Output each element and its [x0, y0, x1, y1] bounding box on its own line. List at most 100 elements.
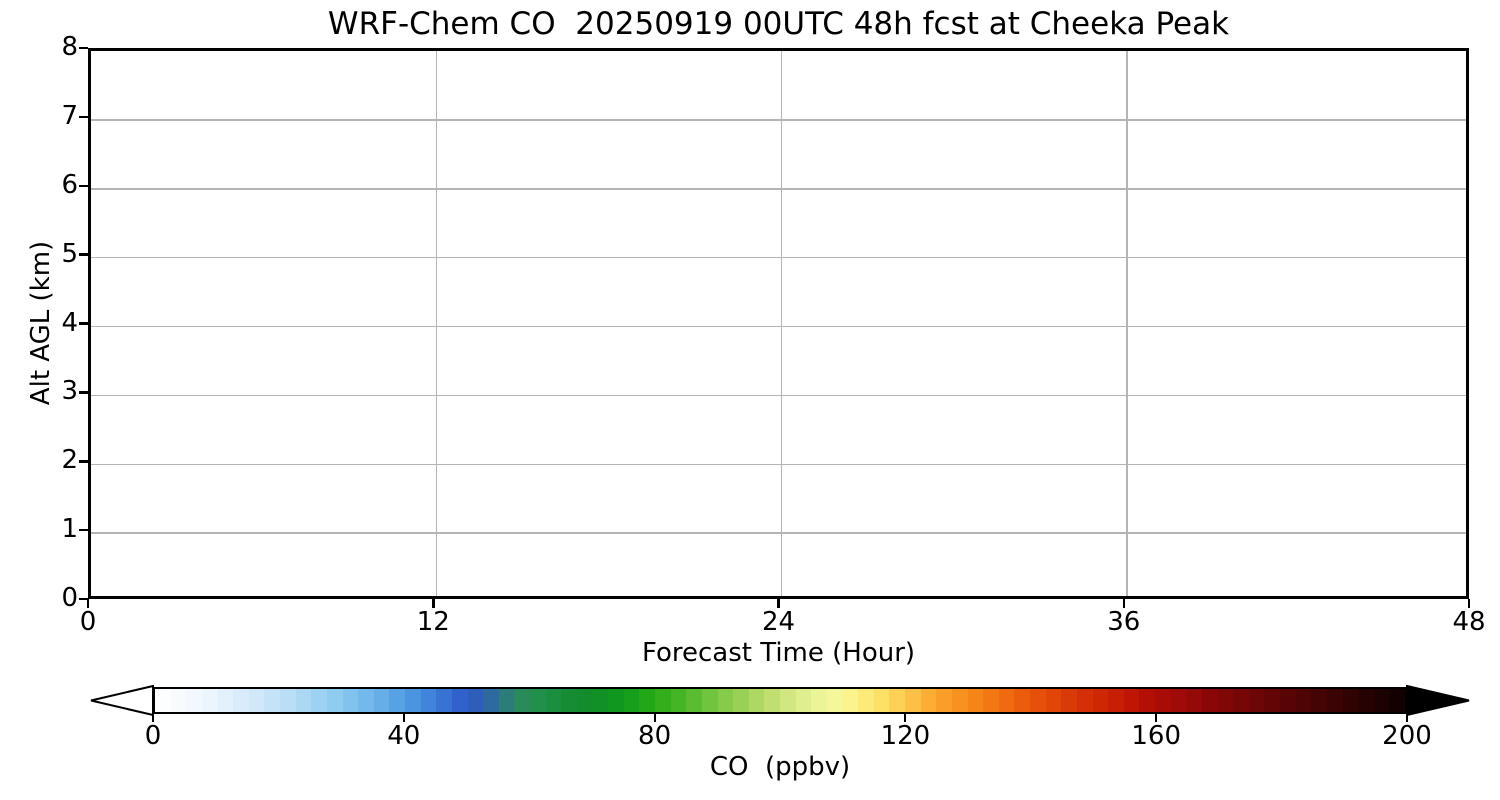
colorbar-step [608, 689, 624, 712]
colorbar-tick-mark [1155, 713, 1158, 722]
colorbar-step [858, 689, 874, 712]
colorbar-step [467, 689, 484, 712]
colorbar-step [233, 689, 249, 712]
x-tick-label: 12 [416, 607, 450, 637]
colorbar-step [342, 689, 359, 712]
colorbar-step [842, 689, 859, 712]
x-tick-mark [777, 599, 780, 608]
chart-title: WRF-Chem CO 20250919 00UTC 48h fcst at C… [327, 6, 1230, 42]
y-tick-mark [79, 253, 88, 256]
colorbar-step [1061, 689, 1077, 712]
colorbar-step [873, 689, 890, 712]
x-tick-mark [1122, 599, 1125, 608]
colorbar-step [1201, 689, 1218, 712]
x-tick-mark [432, 599, 435, 608]
gridline-horizontal [91, 119, 1466, 121]
colorbar-step [186, 689, 202, 712]
colorbar-step [1217, 689, 1234, 712]
plot-area [88, 48, 1469, 599]
colorbar-step [170, 689, 187, 712]
colorbar-step [748, 689, 765, 712]
x-axis-label: Forecast Time (Hour) [641, 638, 916, 668]
colorbar-step [373, 689, 390, 712]
x-tick-label: 0 [79, 607, 97, 637]
y-tick-mark [79, 322, 88, 325]
colorbar-step [967, 689, 984, 712]
colorbar-step [483, 689, 499, 712]
y-tick-label: 7 [61, 100, 78, 131]
colorbar-over-triangle [1406, 685, 1470, 716]
colorbar-step [576, 689, 593, 712]
colorbar-step [1170, 689, 1187, 712]
colorbar-step [1014, 689, 1030, 712]
colorbar-step [936, 689, 952, 712]
colorbar-label: CO (ppbv) [709, 752, 851, 782]
colorbar [153, 687, 1407, 714]
colorbar-tick-label: 0 [144, 721, 162, 751]
y-tick-label: 3 [61, 376, 78, 407]
colorbar-tick-label: 160 [1131, 721, 1181, 751]
colorbar-step [811, 689, 827, 712]
colorbar-step [530, 689, 546, 712]
colorbar-tick-mark [904, 713, 907, 722]
y-tick-mark [79, 460, 88, 463]
colorbar-tick-label: 120 [880, 721, 931, 751]
colorbar-step [405, 689, 421, 712]
colorbar-step [951, 689, 968, 712]
colorbar-step [670, 689, 687, 712]
colorbar-step [1280, 689, 1296, 712]
colorbar-step [1326, 689, 1343, 712]
colorbar-step [920, 689, 937, 712]
colorbar-under-arrow [90, 685, 154, 716]
y-tick-mark [79, 597, 88, 601]
x-tick-label: 24 [761, 607, 796, 637]
colorbar-step [326, 689, 343, 712]
colorbar-step [1139, 689, 1155, 712]
colorbar-step [1155, 689, 1171, 712]
gridline-horizontal [91, 463, 1466, 465]
colorbar-step [1186, 689, 1202, 712]
y-tick-label: 2 [61, 445, 78, 476]
colorbar-step [1123, 689, 1140, 712]
colorbar-step [998, 689, 1015, 712]
colorbar-step [592, 689, 609, 712]
colorbar-step [686, 689, 702, 712]
colorbar-tick-label: 80 [638, 721, 672, 751]
colorbar-step [1264, 689, 1280, 712]
colorbar-step [1233, 689, 1249, 712]
colorbar-step [358, 689, 374, 712]
colorbar-step [498, 689, 515, 712]
colorbar-step [389, 689, 405, 712]
colorbar-step [280, 689, 296, 712]
colorbar-step [311, 689, 327, 712]
y-tick-mark [79, 528, 88, 532]
y-tick-mark [79, 184, 88, 187]
colorbar-step [1389, 689, 1405, 712]
colorbar-step [733, 689, 749, 712]
colorbar-step [1358, 689, 1374, 712]
colorbar-step [780, 689, 796, 712]
colorbar-step [764, 689, 780, 712]
colorbar-step [1295, 689, 1312, 712]
colorbar-step [295, 689, 312, 712]
colorbar-step [1248, 689, 1265, 712]
colorbar-step [1030, 689, 1046, 712]
x-tick-label: 36 [1107, 607, 1141, 637]
gridline-horizontal [91, 532, 1466, 534]
colorbar-step [155, 689, 171, 712]
colorbar-tick-mark [1406, 713, 1408, 722]
y-tick-label: 5 [61, 238, 78, 269]
colorbar-step [514, 689, 530, 712]
colorbar-tick-mark [152, 713, 154, 722]
colorbar-step [1311, 689, 1327, 712]
y-axis-label: Alt AGL (km) [26, 240, 56, 406]
gridline-vertical [435, 51, 437, 596]
y-tick-label: 8 [61, 32, 78, 62]
colorbar-step [217, 689, 234, 712]
colorbar-step [905, 689, 921, 712]
colorbar-step [655, 689, 671, 712]
gridline-horizontal [91, 256, 1466, 259]
colorbar-step [1045, 689, 1062, 712]
colorbar-under-triangle [90, 685, 154, 716]
colorbar-step [717, 689, 734, 712]
